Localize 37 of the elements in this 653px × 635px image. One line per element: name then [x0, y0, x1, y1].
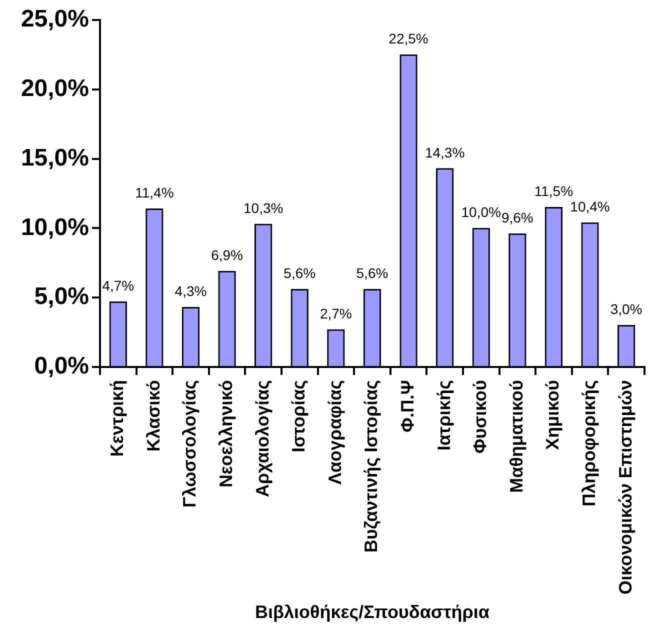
data-label: 6,9% — [211, 247, 243, 264]
data-label: 5,6% — [356, 265, 388, 282]
x-tick-label: Μαθηματικού — [506, 380, 526, 493]
x-tick-label: Νεοελληνικό — [216, 380, 236, 488]
data-label: 11,4% — [135, 184, 174, 201]
data-label: 4,3% — [174, 283, 207, 300]
data-label: 11,5% — [534, 183, 574, 200]
x-tick-label: Φ.Π.Ψ — [397, 380, 418, 432]
x-tick-label: Κλασικό — [143, 380, 164, 452]
x-tick-label: Αρχαιολογίας — [252, 380, 272, 498]
x-axis-title: Βιβλιοθήκες/Σπουδαστήρια — [255, 602, 490, 622]
x-tick-label: Κεντρική — [107, 380, 128, 457]
x-tick-label: Οικονομικών Επιστημών — [615, 380, 636, 594]
data-label: 10,0% — [461, 204, 501, 220]
data-label: 3,0% — [610, 301, 642, 318]
y-tick-label: 10,0% — [20, 214, 89, 241]
x-tick-label: Λαογραφίας — [324, 380, 345, 485]
x-tick-label: Φυσικού — [470, 380, 490, 454]
data-label: 10,4% — [570, 198, 610, 215]
x-tick-label: Γλωσσολογίας — [180, 380, 200, 508]
y-tick-label: 5,0% — [34, 283, 89, 310]
x-tick-label: Ιστορίας — [288, 380, 309, 452]
data-label: 10,3% — [243, 200, 284, 216]
y-tick-label: 0,0% — [34, 352, 89, 380]
data-label: 22,5% — [388, 30, 428, 47]
x-tick-label: Πληροφορικής — [578, 380, 599, 507]
x-tick-label: Ιατρικής — [434, 380, 454, 451]
x-tick-label: Χημικού — [542, 380, 563, 450]
data-label: 14,3% — [424, 144, 465, 160]
y-tick-label: 25,0% — [20, 6, 89, 33]
y-tick-label: 20,0% — [20, 75, 89, 102]
data-label: 4,7% — [102, 278, 134, 294]
data-label: 5,6% — [284, 265, 316, 282]
y-tick-label: 15,0% — [20, 144, 89, 172]
x-tick-label: Βυζαντινής Ιστορίας — [361, 380, 382, 553]
data-label: 9,6% — [501, 210, 534, 226]
data-label: 2,7% — [320, 305, 352, 322]
